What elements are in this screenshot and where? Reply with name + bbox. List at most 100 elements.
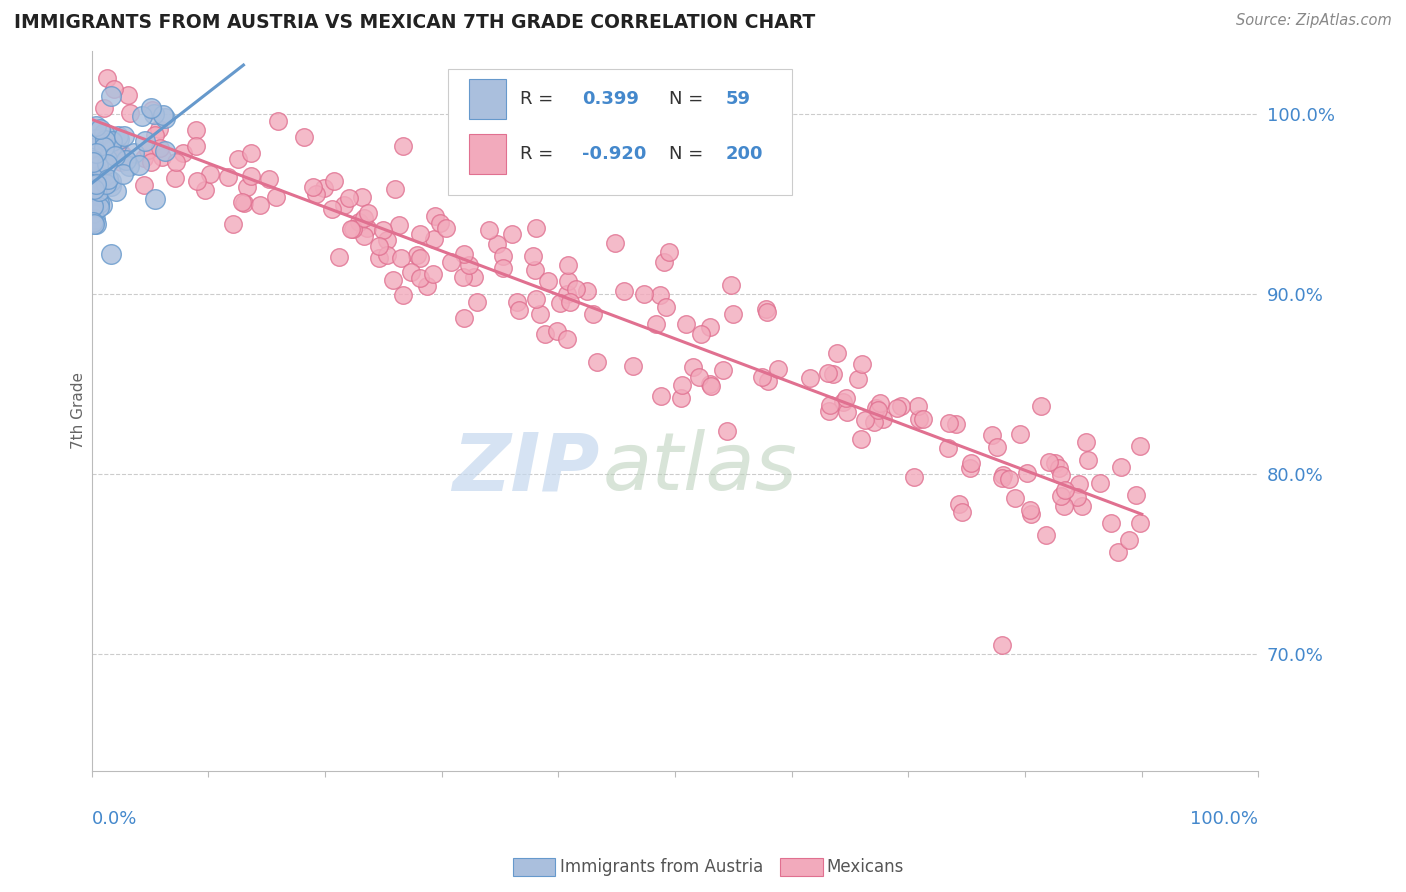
Point (817, 367, 839, 381)
Point (603, 235, 626, 250)
Point (97, 172, 120, 186)
Point (851, 357, 873, 371)
Point (186, 173, 208, 187)
Point (226, 152, 249, 166)
Point (267, 114, 290, 128)
Point (1053, 500, 1076, 514)
Point (139, 102, 162, 116)
Point (149, 141, 172, 155)
Point (654, 255, 676, 269)
Point (1066, 490, 1088, 504)
Point (429, 216, 451, 230)
Point (755, 305, 778, 319)
Point (751, 370, 773, 384)
Point (153, 145, 176, 159)
Point (546, 324, 568, 338)
Point (463, 269, 485, 284)
Point (367, 239, 389, 253)
Point (143, 107, 166, 121)
Point (716, 424, 738, 438)
Text: atlas: atlas (603, 429, 797, 508)
Point (292, 130, 315, 145)
Point (323, 174, 346, 188)
Point (799, 371, 821, 385)
Point (886, 401, 908, 415)
Text: Mexicans: Mexicans (827, 858, 904, 876)
Point (217, 170, 239, 185)
Point (82, 215, 104, 229)
Point (110, 155, 132, 169)
Point (186, 139, 208, 153)
Point (524, 220, 547, 235)
Point (756, 374, 779, 388)
Point (83, 176, 105, 190)
Text: 59: 59 (725, 90, 751, 108)
Point (117, 88, 139, 103)
Point (658, 244, 681, 259)
Point (240, 169, 263, 183)
Point (86, 187, 108, 202)
Point (655, 300, 678, 314)
Point (492, 249, 515, 263)
Point (1050, 467, 1073, 482)
Point (1067, 477, 1090, 491)
Point (82, 154, 104, 169)
Text: Source: ZipAtlas.com: Source: ZipAtlas.com (1236, 13, 1392, 29)
Point (1125, 488, 1147, 502)
Point (409, 270, 432, 285)
Point (86, 178, 108, 192)
Text: -0.920: -0.920 (582, 145, 647, 162)
Point (96, 176, 118, 190)
Point (1118, 533, 1140, 548)
Point (150, 150, 173, 164)
Point (908, 412, 931, 426)
Point (1071, 500, 1094, 514)
Point (872, 412, 894, 426)
Point (89, 184, 111, 198)
Point (557, 274, 579, 288)
Point (1031, 399, 1053, 413)
Point (107, 129, 129, 144)
Point (648, 288, 671, 302)
Point (89, 172, 111, 186)
Point (87, 159, 110, 173)
Point (960, 456, 983, 470)
Text: 0.399: 0.399 (582, 90, 638, 108)
Point (621, 359, 644, 373)
Point (911, 411, 934, 425)
Point (690, 326, 713, 341)
Point (755, 302, 778, 317)
Point (524, 263, 547, 277)
Point (945, 417, 967, 432)
Point (1077, 453, 1099, 467)
Point (950, 506, 973, 520)
Point (82, 206, 104, 220)
Point (257, 172, 280, 186)
Point (108, 132, 131, 146)
Point (84, 212, 107, 227)
Point (94, 177, 117, 191)
Text: 200: 200 (725, 145, 763, 162)
Point (112, 149, 135, 163)
Point (100, 88, 122, 103)
Point (96, 70, 118, 85)
Point (936, 441, 959, 455)
Point (1129, 516, 1152, 531)
Point (155, 112, 177, 126)
Point (112, 129, 135, 144)
Point (831, 394, 853, 409)
Point (89, 121, 111, 136)
Point (453, 247, 475, 261)
Point (122, 146, 145, 161)
Point (141, 155, 163, 169)
Point (371, 223, 394, 237)
Point (105, 185, 128, 199)
Point (384, 182, 406, 196)
Point (82, 199, 104, 213)
Point (222, 217, 245, 231)
Point (565, 282, 588, 296)
FancyBboxPatch shape (447, 69, 792, 194)
Point (699, 377, 721, 392)
Point (305, 186, 328, 201)
Point (1019, 503, 1042, 517)
